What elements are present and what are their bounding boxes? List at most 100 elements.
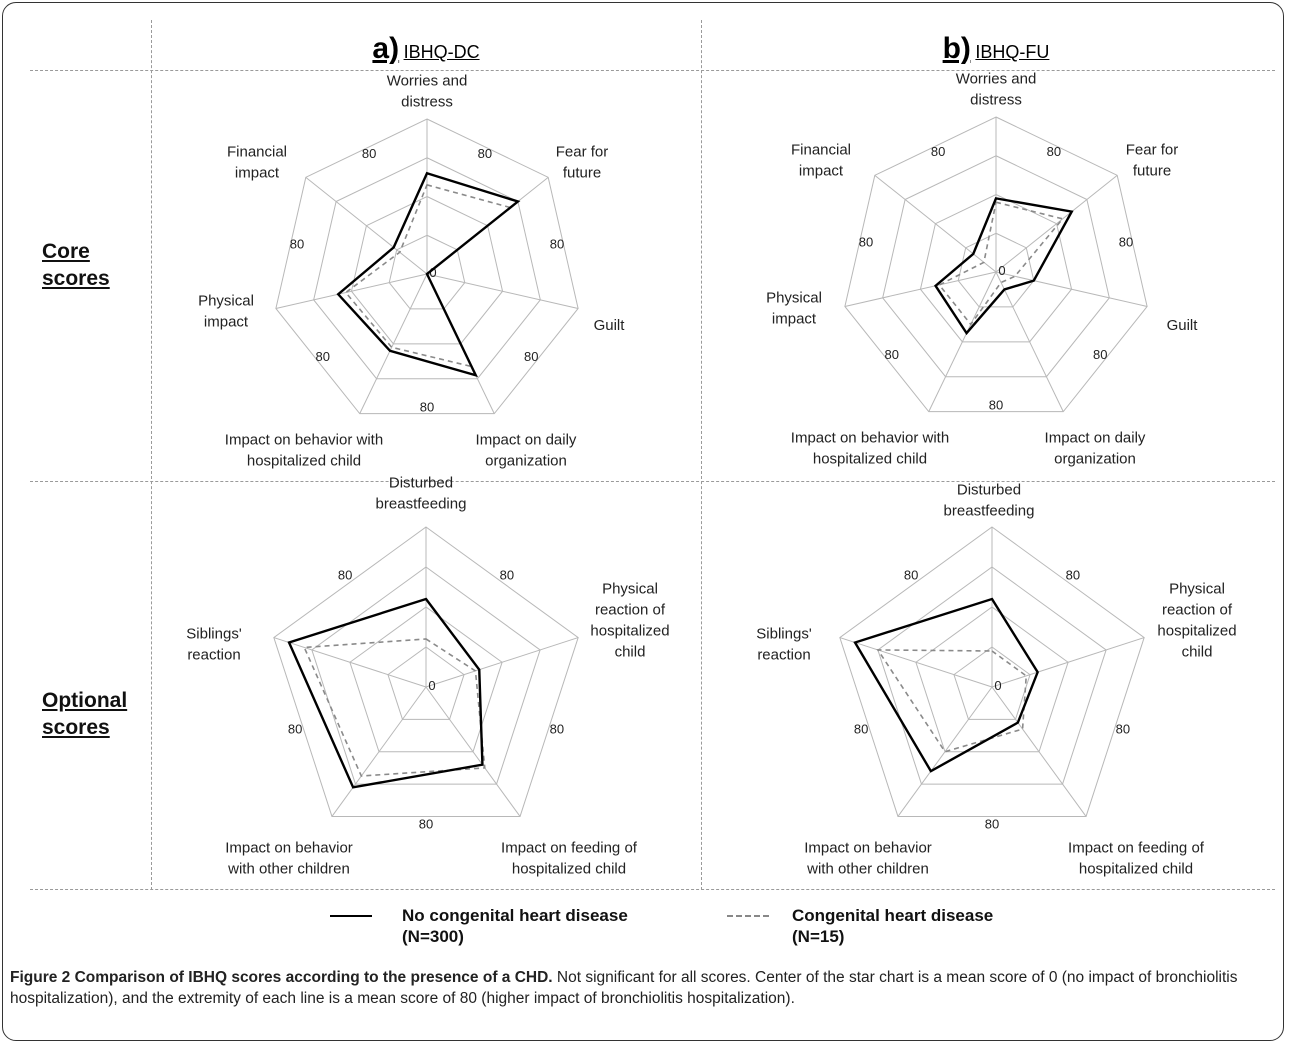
series-no-chd	[336, 171, 521, 378]
grid-spoke	[425, 637, 579, 688]
grid-spoke	[897, 686, 993, 817]
grid-ring	[882, 155, 1110, 378]
grid-spoke	[991, 686, 1087, 817]
divider-row-labels	[151, 20, 152, 890]
axis-label: Physical impact	[198, 293, 254, 331]
axis-label: Worries and distress	[387, 73, 468, 111]
grid-ring	[953, 646, 1031, 720]
series-chd	[303, 638, 486, 777]
axis-label-line: child	[615, 644, 646, 661]
scale-label-max: 80	[1047, 144, 1061, 159]
legend-no-chd-label: No congenital heart disease	[402, 906, 628, 925]
legend-solid-swatch	[330, 915, 372, 917]
axis-label-line: Guilt	[1167, 317, 1199, 334]
axis-label-line: distress	[401, 94, 453, 111]
axis-label-line: future	[1133, 163, 1171, 180]
scale-label-max: 80	[500, 568, 514, 583]
grid-ring	[839, 526, 1145, 817]
axis-label: Fear for future	[556, 144, 609, 182]
scale-label-max: 80	[550, 236, 564, 251]
axis-label: Guilt	[1167, 317, 1199, 334]
grid-spoke	[928, 271, 997, 412]
grid-spoke	[359, 273, 428, 414]
legend-dashed-swatch	[727, 915, 769, 917]
panel-a-letter: a)	[372, 32, 400, 65]
scale-label-max: 80	[550, 722, 564, 737]
axis-label-line: Impact on daily	[476, 432, 577, 449]
grid-ring	[387, 646, 465, 720]
axis-label-line: Disturbed	[957, 482, 1021, 499]
axis-label-line: hospitalized child	[247, 453, 361, 470]
axis-label-line: distress	[970, 92, 1022, 109]
grid-ring	[350, 195, 504, 345]
panel-b-name: IBHQ-FU	[975, 42, 1050, 62]
grid-spoke	[995, 174, 1118, 273]
axis-label-line: reaction	[757, 647, 810, 664]
axis-label-line: Guilt	[594, 317, 626, 334]
axis-label-line: with other children	[806, 861, 929, 878]
scale-label-max: 80	[478, 146, 492, 161]
divider-panels	[701, 20, 702, 890]
scale-label-max: 80	[1116, 722, 1130, 737]
series-chd	[938, 201, 1065, 326]
grid-ring	[311, 566, 541, 785]
caption-text: Not significant for all scores. Center o…	[10, 969, 1238, 1007]
scale-label-center: 0	[994, 678, 1001, 693]
axis-label-line: organization	[1054, 451, 1136, 468]
axis-label: Impact on behavior with other children	[225, 840, 353, 878]
row-core-line1: Core	[42, 240, 90, 263]
grid-ring	[388, 234, 466, 310]
grid-spoke	[331, 686, 427, 817]
axis-label-line: Fear for	[556, 144, 609, 161]
grid-ring	[877, 566, 1107, 785]
axis-label-line: child	[1182, 644, 1213, 661]
scale-label-max: 80	[885, 347, 899, 362]
series-no-chd	[933, 197, 1074, 336]
scale-label-max: 80	[1119, 234, 1133, 249]
axis-label-line: impact	[235, 165, 280, 182]
legend-chd-label: Congenital heart disease	[792, 906, 994, 925]
axis-label: Impact on daily organization	[1045, 430, 1146, 468]
axis-label: Siblings' reaction	[756, 626, 812, 664]
axis-label: Physical reaction of hospitalized child	[1157, 581, 1236, 661]
axis-label: Guilt	[594, 317, 626, 334]
axis-label-line: Impact on daily	[1045, 430, 1146, 447]
grid-ring	[313, 157, 541, 380]
axis-label: Worries and distress	[956, 71, 1037, 109]
axis-label: Impact on feeding of hospitalized child	[1068, 840, 1205, 878]
radar-chart-0: 80 80 80 80 80 80 80 0 Worries and distress Fear f…	[198, 73, 625, 470]
axis-label-line: impact	[204, 314, 249, 331]
axis-label: Financial impact	[227, 144, 287, 182]
scale-label-max: 80	[859, 234, 873, 249]
scale-label-max: 80	[904, 568, 918, 583]
axis-label-line: with other children	[227, 861, 350, 878]
row-core-line2: scores	[42, 267, 110, 290]
axis-label-line: organization	[485, 453, 567, 470]
axis-label-line: Physical	[602, 581, 658, 598]
radar-chart-1: 80 80 80 80 80 80 80 0 Worries and distress Fear f…	[766, 71, 1198, 468]
scale-label-max: 80	[288, 722, 302, 737]
grid-ring	[957, 232, 1035, 308]
axis-label: Impact on feeding of hospitalized child	[501, 840, 638, 878]
legend-item-chd: Congenital heart disease (N=15)	[792, 905, 993, 947]
axis-label-line: Impact on feeding of	[1068, 840, 1205, 857]
axis-label-line: breastfeeding	[944, 503, 1035, 520]
axis-label: Financial impact	[791, 142, 851, 180]
divider-header	[30, 70, 1275, 71]
grid-spoke	[995, 271, 1064, 412]
axis-label: Impact on behavior with hospitalized chil…	[791, 430, 949, 468]
axis-label-line: Worries and	[387, 73, 468, 90]
series-no-chd	[287, 597, 484, 789]
axis-label-line: Financial	[791, 142, 851, 159]
scale-label-center: 0	[429, 265, 436, 280]
panel-b-header: b) IBHQ-FU	[846, 32, 1146, 66]
row-optional-label: Optional scores	[42, 687, 127, 741]
scale-label-max: 80	[989, 397, 1003, 412]
figure-caption: Figure 2 Comparison of IBHQ scores accor…	[10, 967, 1275, 1009]
axis-label: Physical reaction of hospitalized child	[590, 581, 669, 661]
axis-label-line: hospitalized	[1157, 623, 1236, 640]
axis-label-line: breastfeeding	[376, 496, 467, 513]
scale-label-max: 80	[362, 146, 376, 161]
panel-a-name: IBHQ-DC	[403, 42, 480, 62]
